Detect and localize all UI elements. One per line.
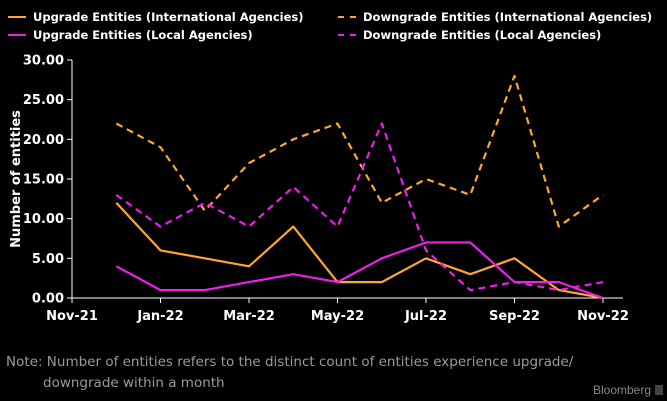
note-line-1: Note: Number of entities refers to the d… <box>6 354 574 370</box>
series-line-0 <box>115 202 604 300</box>
legend-item-upgrade-international: Upgrade Entities (International Agencies… <box>8 10 304 24</box>
y-tick-label: 20.00 <box>23 133 64 148</box>
legend-item-downgrade-international: Downgrade Entities (International Agenci… <box>338 10 652 24</box>
y-tick-label: 5.00 <box>32 252 64 267</box>
legend-swatch-solid-orange <box>8 16 26 18</box>
y-tick-label: 0.00 <box>32 292 64 307</box>
x-tick-label: Jan-22 <box>136 309 183 324</box>
y-tick-label: 25.00 <box>23 93 64 108</box>
bloomberg-logo-mark <box>655 385 663 395</box>
legend-label: Downgrade Entities (Local Agencies) <box>363 28 602 42</box>
x-tick-label: Nov-22 <box>577 309 629 324</box>
legend-item-upgrade-local: Upgrade Entities (Local Agencies) <box>8 28 253 42</box>
bloomberg-logo: Bloomberg <box>592 383 651 397</box>
y-tick-label: 30.00 <box>23 54 64 69</box>
x-tick-label: Nov-21 <box>46 309 98 324</box>
legend-swatch-solid-magenta <box>8 34 26 36</box>
line-chart: 0.00 5.00 10.00 15.00 20.00 25.00 30.00 Nov-21 J… <box>9 54 629 325</box>
series-line-2 <box>115 241 604 300</box>
chart-note: Note: Number of entities refers to the d… <box>6 352 646 394</box>
series-line-3 <box>115 122 604 292</box>
legend-swatch-dashed-orange <box>338 16 356 18</box>
y-tick-label: 15.00 <box>23 173 64 188</box>
legend-swatch-dashed-magenta <box>338 34 356 36</box>
x-tick-label: May-22 <box>311 309 364 324</box>
y-tick-label: 10.00 <box>23 212 64 227</box>
y-axis-label: Number of entities <box>9 110 24 248</box>
legend-label: Upgrade Entities (International Agencies… <box>33 10 304 24</box>
x-tick-label: Sep-22 <box>489 309 540 324</box>
legend-label: Downgrade Entities (International Agenci… <box>363 10 653 24</box>
legend-item-downgrade-local: Downgrade Entities (Local Agencies) <box>338 28 601 42</box>
legend-label: Upgrade Entities (Local Agencies) <box>33 28 253 42</box>
x-tick-label: Jul-22 <box>404 309 447 324</box>
series-line-1 <box>115 74 604 228</box>
note-line-2: downgrade within a month <box>43 375 225 391</box>
x-tick-label: Mar-22 <box>223 309 275 324</box>
